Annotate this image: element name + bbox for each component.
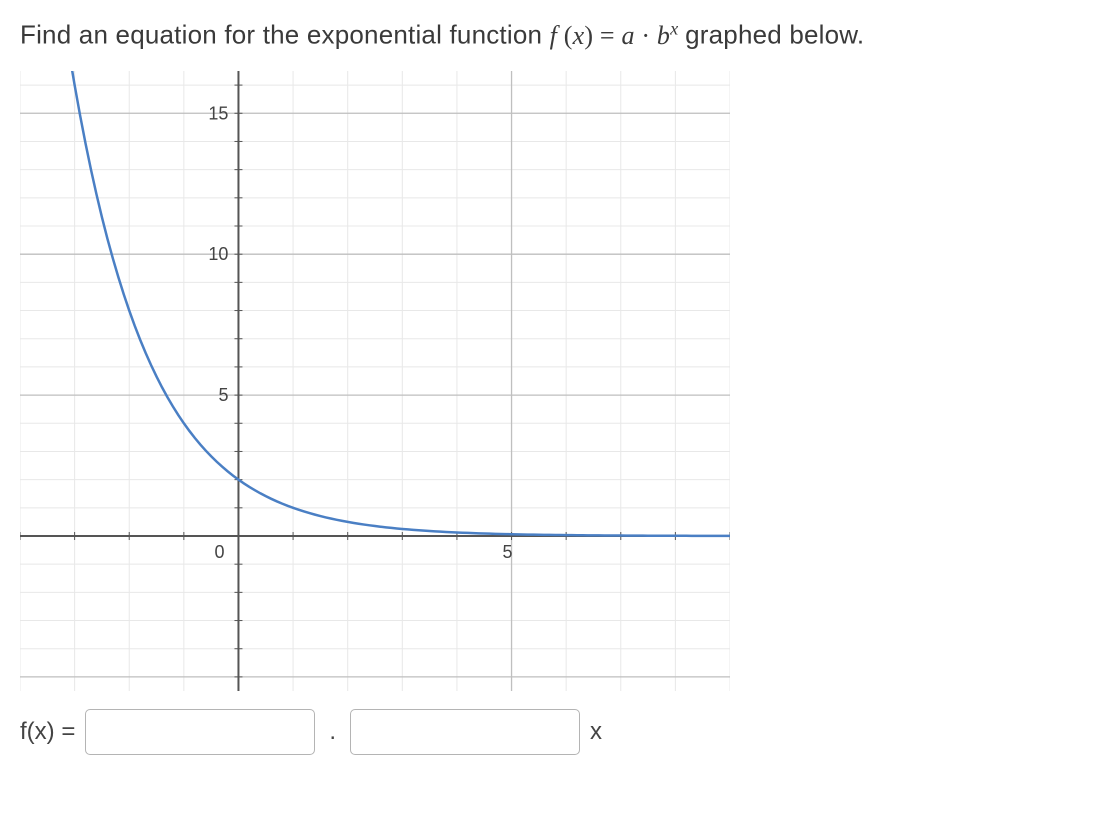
question-text: Find an equation for the exponential fun…: [20, 18, 1096, 51]
base-input[interactable]: [350, 709, 580, 755]
answer-label: f(x) =: [20, 718, 75, 746]
question-pre: Find an equation for the exponential fun…: [20, 20, 550, 50]
exponential-chart: 0 5 5 10 15: [20, 71, 730, 691]
answer-row: f(x) = . x: [20, 709, 1096, 755]
question-post: graphed below.: [685, 20, 864, 50]
svg-text:5: 5: [218, 385, 228, 405]
chart-area: 0 5 5 10 15: [20, 71, 730, 691]
question-math: f (x) = a · bx: [550, 21, 686, 50]
svg-text:10: 10: [208, 244, 228, 264]
coefficient-input[interactable]: [85, 709, 315, 755]
exponent-x: x: [590, 718, 602, 746]
multiply-dot: .: [325, 718, 340, 746]
svg-text:15: 15: [208, 103, 228, 123]
svg-text:0: 0: [214, 542, 224, 562]
svg-text:5: 5: [503, 542, 513, 562]
